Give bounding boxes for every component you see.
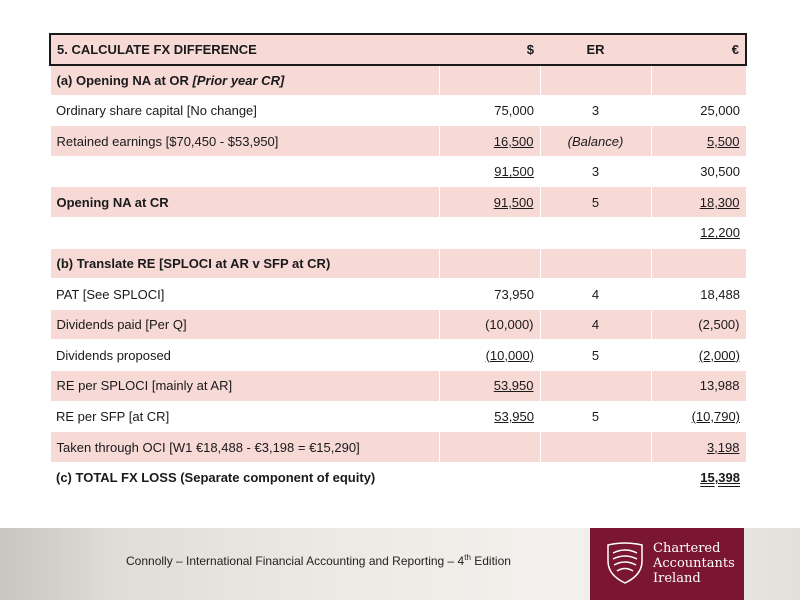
fx-difference-table: 5. CALCULATE FX DIFFERENCE $ ER € (a) Op…	[49, 33, 747, 493]
row-er: 4	[540, 278, 651, 310]
row-dollar: 73,950	[439, 278, 540, 310]
row-er: 5	[540, 401, 651, 432]
section-b-heading-row: (b) Translate RE [SPLOCI at AR v SFP at …	[49, 247, 747, 280]
header-er: ER	[540, 33, 651, 66]
footer-citation: Connolly – International Financial Accou…	[126, 553, 511, 568]
row-euro: 13,988	[650, 370, 747, 402]
row-label: PAT [See SPLOCI]	[50, 278, 439, 310]
row-er	[540, 217, 651, 249]
header-euro: €	[651, 33, 747, 66]
section-a-heading-italic: [Prior year CR]	[192, 72, 285, 88]
total-fx-loss-value: 15,398	[651, 462, 746, 493]
row-er: 3	[540, 95, 651, 126]
row-dollar	[439, 462, 540, 493]
table-row: RE per SFP [at CR] 53,950 5 (10,790)	[50, 401, 746, 432]
row-euro: 30,500	[651, 156, 746, 187]
section-a-heading: (a) Opening NA at OR [Prior year CR]	[49, 64, 440, 96]
table-row: RE per SPLOCI [mainly at AR] 53,950 13,9…	[49, 370, 747, 402]
row-dollar: 91,500	[438, 186, 541, 219]
total-fx-loss-row: (c) TOTAL FX LOSS (Separate component of…	[50, 462, 746, 493]
table-row: PAT [See SPLOCI] 73,950 4 18,488	[50, 278, 746, 310]
row-er: 5	[540, 339, 651, 371]
table-row: Taken through OCI [W1 €18,488 - €3,198 =…	[49, 431, 747, 463]
table-row: Dividends proposed (10,000) 5 (2,000)	[50, 339, 746, 371]
row-label	[50, 217, 439, 249]
header-dollar: $	[439, 33, 540, 66]
row-dollar: 53,950	[439, 401, 540, 432]
section-b-heading: (b) Translate RE [SPLOCI at AR v SFP at …	[49, 247, 440, 280]
row-euro: 25,000	[651, 95, 746, 126]
logo-line-1: Chartered	[653, 541, 721, 556]
table-row: 12,200	[50, 217, 746, 249]
row-label: Dividends proposed	[50, 339, 439, 371]
logo-line-2: Accountants	[653, 556, 735, 571]
table-row: Retained earnings [$70,450 - $53,950] 16…	[49, 125, 747, 157]
total-fx-loss-label: (c) TOTAL FX LOSS (Separate component of…	[50, 462, 439, 493]
row-dollar: (10,000)	[439, 339, 540, 371]
row-dollar	[438, 431, 541, 463]
row-euro: 3,198	[650, 431, 747, 463]
row-label: Taken through OCI [W1 €18,488 - €3,198 =…	[49, 431, 440, 463]
row-euro: (2,000)	[651, 339, 746, 371]
logo-text: Chartered Accountants Ireland	[653, 541, 735, 586]
row-label	[50, 156, 439, 187]
row-er: 3	[540, 156, 651, 187]
row-label: Retained earnings [$70,450 - $53,950]	[49, 125, 440, 157]
row-euro: 18,488	[651, 278, 746, 310]
row-euro: 5,500	[650, 125, 747, 157]
row-label: Dividends paid [Per Q]	[49, 308, 440, 341]
table-row: Dividends paid [Per Q] (10,000) 4 (2,500…	[49, 308, 747, 341]
row-dollar: (10,000)	[438, 308, 541, 341]
footer-decoration	[0, 528, 110, 600]
logo-crest-icon	[607, 542, 643, 584]
table-header-row: 5. CALCULATE FX DIFFERENCE $ ER €	[49, 33, 747, 66]
row-dollar: 16,500	[438, 125, 541, 157]
row-dollar: 53,950	[438, 370, 541, 402]
row-er	[540, 462, 651, 493]
row-er	[539, 431, 652, 463]
row-er: (Balance)	[539, 125, 652, 157]
row-label: Ordinary share capital [No change]	[50, 95, 439, 126]
row-dollar	[439, 217, 540, 249]
section-a-heading-row: (a) Opening NA at OR [Prior year CR]	[49, 64, 747, 96]
row-dollar: 75,000	[439, 95, 540, 126]
table-row: Ordinary share capital [No change] 75,00…	[50, 95, 746, 126]
table-title: 5. CALCULATE FX DIFFERENCE	[49, 33, 439, 66]
row-euro: (10,790)	[651, 401, 746, 432]
row-label: RE per SPLOCI [mainly at AR]	[49, 370, 440, 402]
row-euro: 18,300	[650, 186, 747, 219]
row-euro: (2,500)	[650, 308, 747, 341]
row-er	[539, 370, 652, 402]
row-euro: 12,200	[651, 217, 746, 249]
table-row: 91,500 3 30,500	[50, 156, 746, 187]
row-label: RE per SFP [at CR]	[50, 401, 439, 432]
table-row: Opening NA at CR 91,500 5 18,300	[49, 186, 747, 219]
row-dollar: 91,500	[439, 156, 540, 187]
row-label: Opening NA at CR	[49, 186, 440, 219]
logo-line-3: Ireland	[653, 571, 701, 586]
row-er: 4	[539, 308, 652, 341]
row-er: 5	[539, 186, 652, 219]
